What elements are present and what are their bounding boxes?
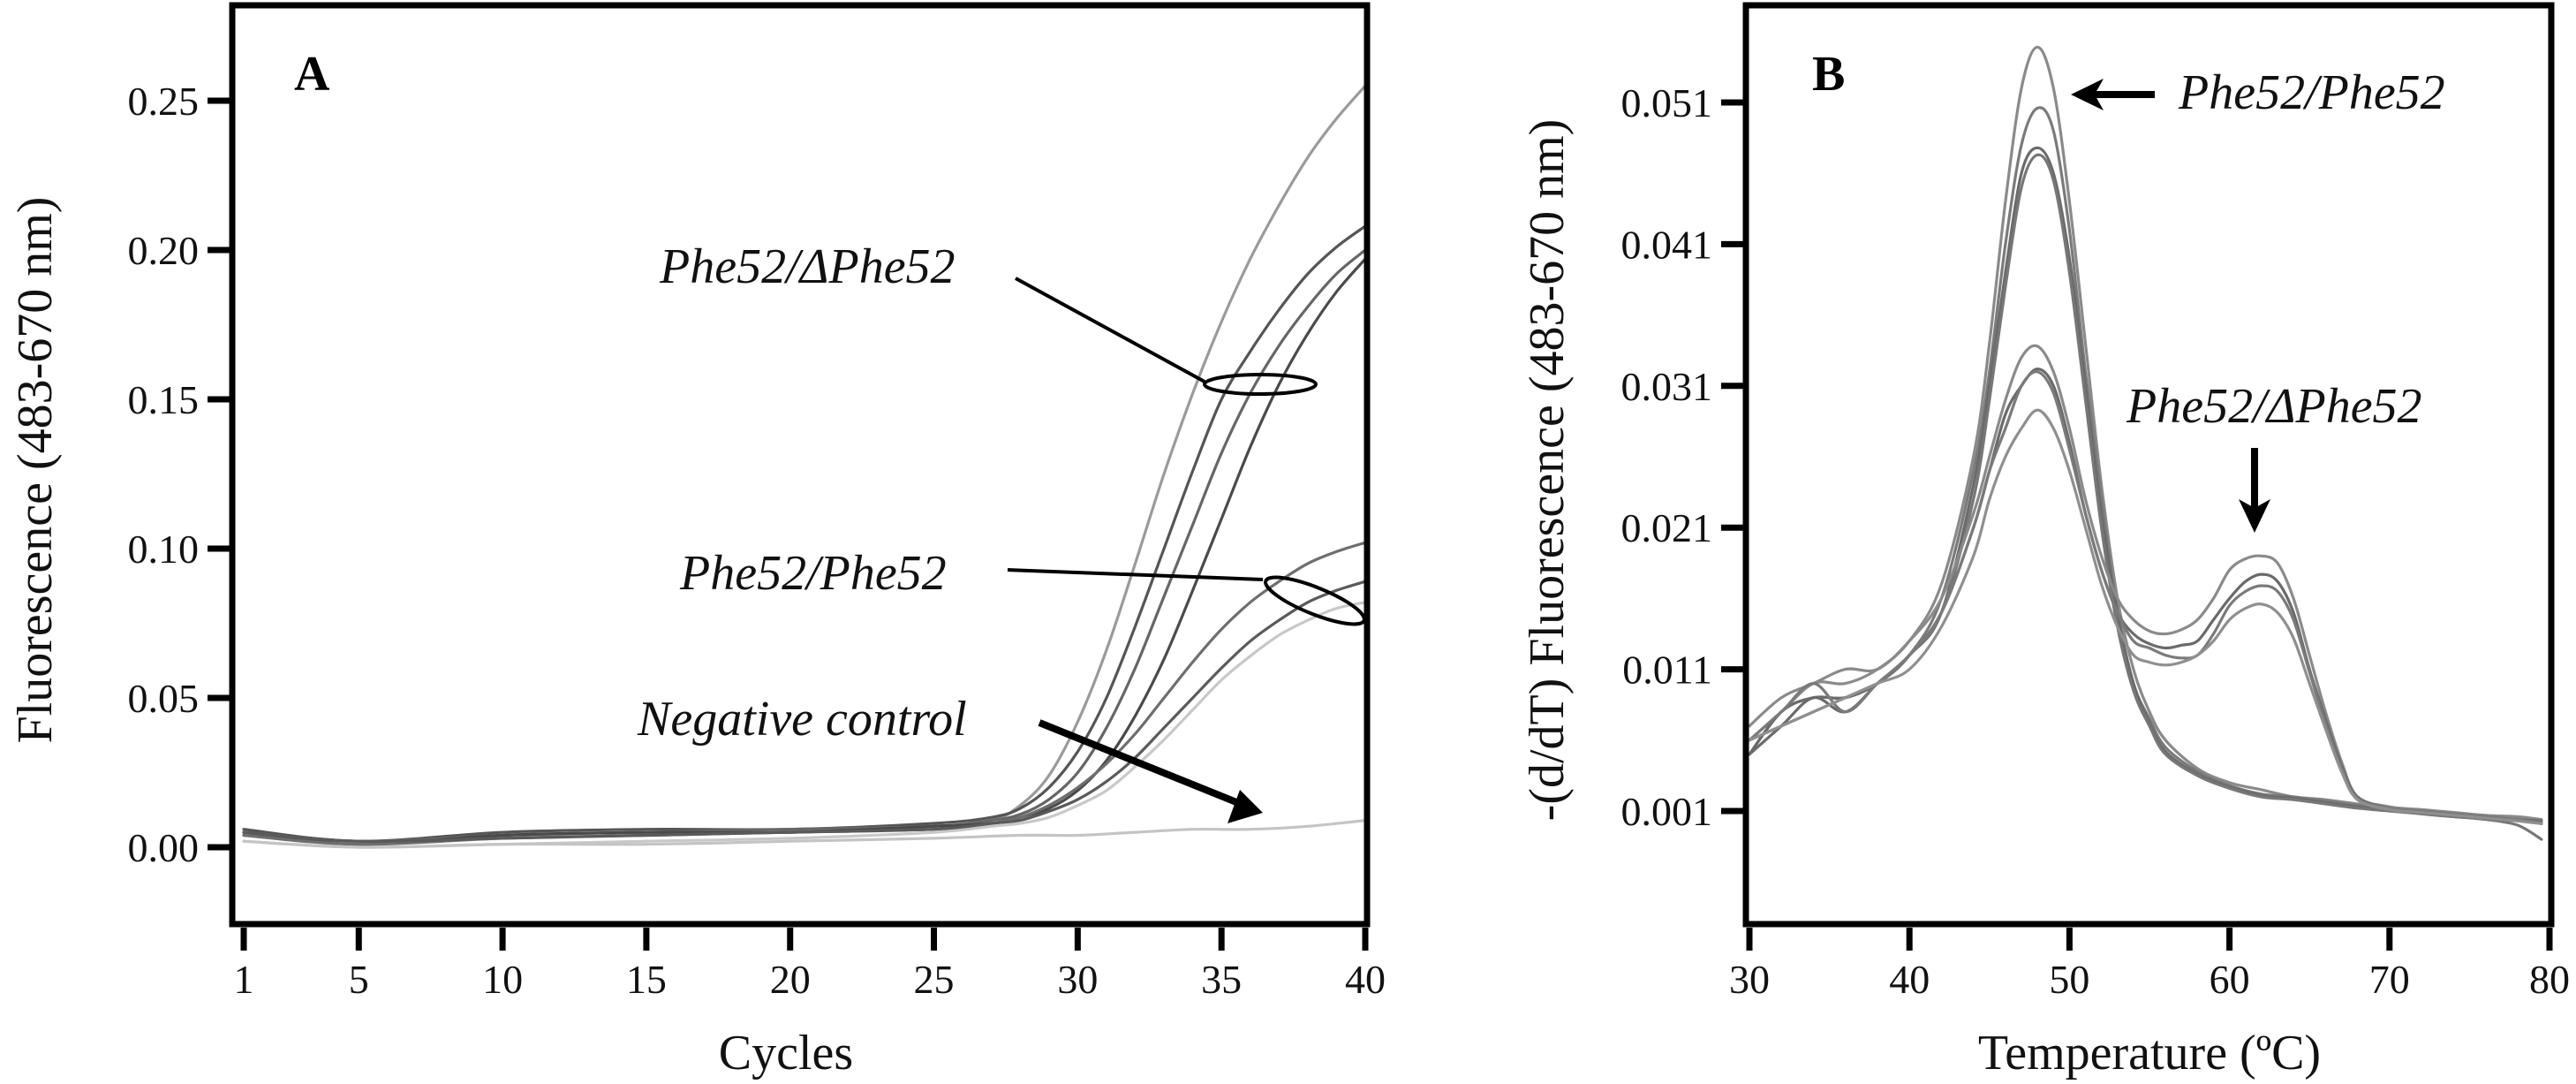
x-tick-label: 20 — [770, 957, 811, 1002]
panel-b-curves — [1748, 45, 2543, 841]
y-tick-label: 0.051 — [1621, 80, 1713, 125]
panel-a-plot-frame — [229, 2, 1371, 928]
series-line-phe52-phe52-run-2 — [242, 580, 1367, 844]
x-tick-label: 10 — [482, 957, 523, 1002]
y-tick-label: 0.011 — [1622, 648, 1712, 693]
leader-line-phe52-phe52-a — [1007, 568, 1264, 581]
phe52-phe52-arrowhead-icon — [2071, 79, 2104, 110]
y-tick-label: 0.041 — [1621, 222, 1713, 267]
x-tick-label: 60 — [2210, 957, 2250, 1002]
series-line-negative-control — [242, 819, 1367, 849]
annotation-negative-control: Negative control — [637, 692, 967, 747]
panel-b-x-axis-title: Temperature (ºC) — [1978, 1026, 2321, 1080]
y-tick-label: 0.00 — [128, 825, 200, 870]
panel-a-x-axis: 1 5 10 15 20 25 30 35 40 — [234, 928, 1386, 1002]
panel-a-amplification-chart: 1 5 10 15 20 25 30 35 40 0.000.050.100.150.200.2… — [8, 2, 1386, 1080]
series-line-phe52-phe52-run-1 — [1748, 45, 2543, 824]
x-tick-label: 30 — [1057, 957, 1098, 1002]
y-tick-label: 0.05 — [128, 676, 200, 721]
panel-b-y-axis-title: -(d/dT) Fluorescence (483-670 nm) — [1520, 119, 1575, 822]
panel-b-plot-frame — [1742, 2, 2555, 928]
x-tick-label: 5 — [349, 957, 369, 1002]
panel-b-melting-curve-chart: 30 40 50 60 70 80 0.0010.0110.0210.0310.0410.… — [1520, 2, 2570, 1080]
annotation-phe52-phe52-a: Phe52/Phe52 — [679, 546, 947, 601]
negative-control-arrowhead-icon — [1228, 790, 1263, 823]
x-tick-label: 1 — [234, 957, 254, 1002]
y-tick-label: 0.001 — [1621, 789, 1713, 834]
x-tick-label: 40 — [1345, 957, 1386, 1002]
panel-a-x-axis-title: Cycles — [719, 1026, 853, 1080]
series-line-phe52-phe52-run-4 — [1748, 408, 2543, 825]
annotation-phe52-phe52-b: Phe52/Phe52 — [2178, 65, 2445, 120]
y-tick-label: 0.20 — [128, 228, 200, 273]
panel-a-y-axis-title: Fluorescence (483-670 nm) — [8, 197, 63, 744]
panel-a-label: A — [294, 47, 330, 102]
x-tick-label: 35 — [1201, 957, 1242, 1002]
y-tick-label: 0.021 — [1621, 505, 1713, 550]
annotation-phe52-deltaphe52-a: Phe52/ΔPhe52 — [659, 239, 956, 294]
phe52-deltaphe52-arrowhead-icon — [2239, 499, 2270, 533]
ellipse-marker-phe52-deltaphe52 — [1203, 373, 1318, 396]
x-tick-label: 15 — [626, 957, 667, 1002]
series-line-phe52-phe52-run-3 — [1748, 370, 2543, 824]
negative-control-arrow-shaft — [1038, 719, 1247, 809]
series-line-phe52-phe52-run-2 — [242, 224, 1367, 843]
x-tick-label: 80 — [2529, 957, 2570, 1002]
y-tick-label: 0.25 — [128, 79, 200, 124]
x-tick-label: 40 — [1889, 957, 1930, 1002]
x-tick-label: 50 — [2049, 957, 2089, 1002]
y-tick-label: 0.031 — [1621, 364, 1713, 409]
annotation-phe52-deltaphe52-b: Phe52/ΔPhe52 — [2126, 379, 2422, 434]
x-tick-label: 30 — [1729, 957, 1770, 1002]
x-tick-label: 25 — [914, 957, 955, 1002]
series-line-phe52-phe52-run-2 — [1748, 368, 2543, 822]
y-tick-label: 0.10 — [128, 527, 200, 572]
series-line-phe52-phe52-run-4 — [1748, 153, 2543, 841]
panel-a-y-axis: 0.00 0.05 0.10 0.15 0.20 0.25 — [128, 79, 230, 870]
ellipse-marker-phe52-phe52 — [1264, 575, 1366, 626]
panel-b-x-axis: 30 40 50 60 70 80 — [1729, 928, 2570, 1002]
panel-b-y-axis: 0.001 0.011 0.021 0.031 0.041 0.051 — [1621, 80, 1743, 834]
series-line-phe52-phe52-run-4 — [242, 257, 1367, 846]
panel-b-label: B — [1812, 47, 1845, 102]
leader-line-phe52-deltaphe52-a — [1015, 277, 1205, 383]
y-tick-label: 0.15 — [128, 377, 200, 422]
x-tick-label: 70 — [2369, 957, 2410, 1002]
panel-a-curves — [242, 84, 1367, 849]
